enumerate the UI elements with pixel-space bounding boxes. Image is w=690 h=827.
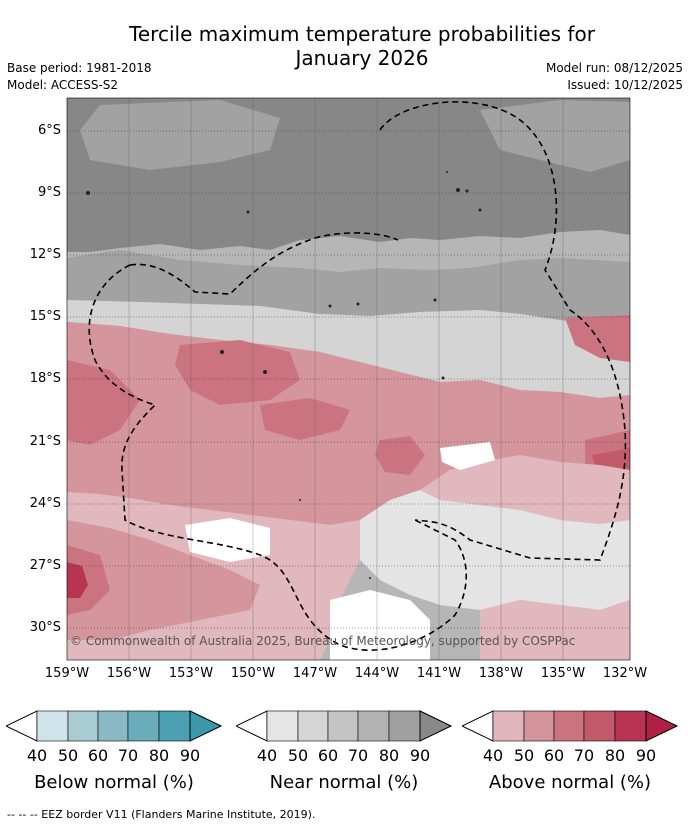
eez-border: [88, 101, 627, 651]
field-above-60-a: [175, 340, 300, 405]
tick-label: 60: [317, 746, 339, 765]
colorbar-above-start: [462, 710, 494, 742]
lat-label: 24°S: [29, 496, 61, 511]
title-line-1: Tercile maximum temperature probabilitie…: [129, 22, 595, 46]
base-period: Base period: 1981-2018: [7, 61, 152, 75]
colorbar-above-swatch: [614, 710, 647, 742]
colorbar-near-swatch: [388, 710, 421, 742]
field-above-60-b: [260, 398, 350, 440]
field-near-70-a: [80, 100, 280, 170]
colorbar-below: [6, 710, 222, 742]
colorbar-above-swatch: [492, 710, 525, 742]
tick-label: 60: [543, 746, 565, 765]
colorbar-below-end: [189, 710, 222, 742]
tick-label: 90: [409, 746, 431, 765]
colorbar-below-title: Below normal (%): [34, 772, 194, 793]
lon-label: 141°W: [416, 666, 462, 681]
lon-label: 147°W: [292, 666, 338, 681]
field-near-70-c: [67, 250, 630, 330]
colorbar-above-swatch: [523, 710, 555, 742]
issued-date: Issued: 10/12/2025: [567, 78, 683, 92]
lon-label: 138°W: [478, 666, 524, 681]
model-name: Model: ACCESS-S2: [7, 78, 119, 92]
colorbar-above-swatch: [553, 710, 585, 742]
colorbar-below-swatch: [67, 710, 99, 742]
colorbar-above-swatch: [583, 710, 616, 742]
colorbar-below-swatch: [158, 710, 191, 742]
field-near-40-southeast: [360, 490, 630, 610]
model-run: Model run: 08/12/2025: [545, 61, 683, 75]
field-near-70-b: [480, 100, 630, 172]
field-near-50: [67, 300, 630, 398]
colorbar-near-swatch: [357, 710, 390, 742]
field-above-40-se-corner: [480, 600, 630, 660]
lat-label: 6°S: [37, 123, 61, 138]
lat-label: 18°S: [29, 371, 61, 386]
field-above-60-c: [67, 360, 140, 445]
field-above-60-d: [375, 436, 425, 475]
islands: [86, 171, 482, 579]
tick-label: 90: [179, 746, 201, 765]
tick-label: 80: [604, 746, 626, 765]
meta-right: Model run: 08/12/2025 Issued: 10/12/2025: [546, 60, 683, 94]
lat-label: 21°S: [29, 434, 61, 449]
tick-label: 90: [635, 746, 657, 765]
colorbar-near: [236, 710, 452, 742]
tick-label: 50: [287, 746, 309, 765]
colorbar-near-swatch: [297, 710, 329, 742]
lat-label: 9°S: [37, 185, 61, 200]
lat-label: 27°S: [29, 558, 61, 573]
tick-label: 70: [117, 746, 139, 765]
lat-label: 30°S: [29, 620, 61, 635]
tick-label: 70: [573, 746, 595, 765]
field-white-c: [330, 590, 430, 660]
lon-label: 135°W: [540, 666, 586, 681]
field-white-b: [440, 442, 495, 470]
lon-label: 150°W: [230, 666, 276, 681]
colorbar-near-swatch: [266, 710, 299, 742]
title-line-2: January 2026: [295, 46, 429, 70]
lat-label: 15°S: [29, 309, 61, 324]
tick-label: 50: [513, 746, 535, 765]
colorbar-above-title: Above normal (%): [488, 772, 652, 793]
lon-label: 156°W: [106, 666, 152, 681]
lon-label: 132°W: [602, 666, 648, 681]
lat-label: 12°S: [29, 247, 61, 262]
map-title: Tercile maximum temperature probabilitie…: [100, 22, 624, 70]
tick-label: 50: [57, 746, 79, 765]
field-above-50-south: [67, 520, 260, 640]
copyright-notice: © Commonwealth of Australia 2025, Bureau…: [70, 634, 576, 648]
colorbar-below-swatch: [127, 710, 160, 742]
colorbar-below-swatch: [97, 710, 129, 742]
meta-left: Base period: 1981-2018 Model: ACCESS-S2: [7, 60, 152, 94]
colorbar-near-start: [236, 710, 268, 742]
tick-label: 40: [256, 746, 278, 765]
tick-label: 40: [482, 746, 504, 765]
field-above-40-east: [420, 455, 630, 524]
map-meridians: [128, 98, 564, 660]
map-frame: [66, 97, 631, 661]
colorbar-above: [462, 710, 678, 742]
lon-label: 144°W: [354, 666, 400, 681]
tick-label: 80: [378, 746, 400, 765]
field-above-80-south: [67, 562, 88, 598]
tick-label: 70: [347, 746, 369, 765]
tick-label: 80: [148, 746, 170, 765]
colorbar-below-swatch: [36, 710, 69, 742]
lon-label: 159°W: [44, 666, 90, 681]
colorbar-below-start: [6, 710, 38, 742]
colorbar-above-end: [645, 710, 678, 742]
colorbar-near-end: [419, 710, 452, 742]
tick-label: 60: [87, 746, 109, 765]
colorbar-near-title: Near normal (%): [269, 772, 419, 793]
map-gridlines: [67, 130, 630, 629]
colorbar-near-swatch: [327, 710, 359, 742]
tick-label: 40: [26, 746, 48, 765]
eez-footer-note: -- -- -- EEZ border V11 (Flanders Marine…: [7, 808, 316, 821]
lon-label: 153°W: [168, 666, 214, 681]
